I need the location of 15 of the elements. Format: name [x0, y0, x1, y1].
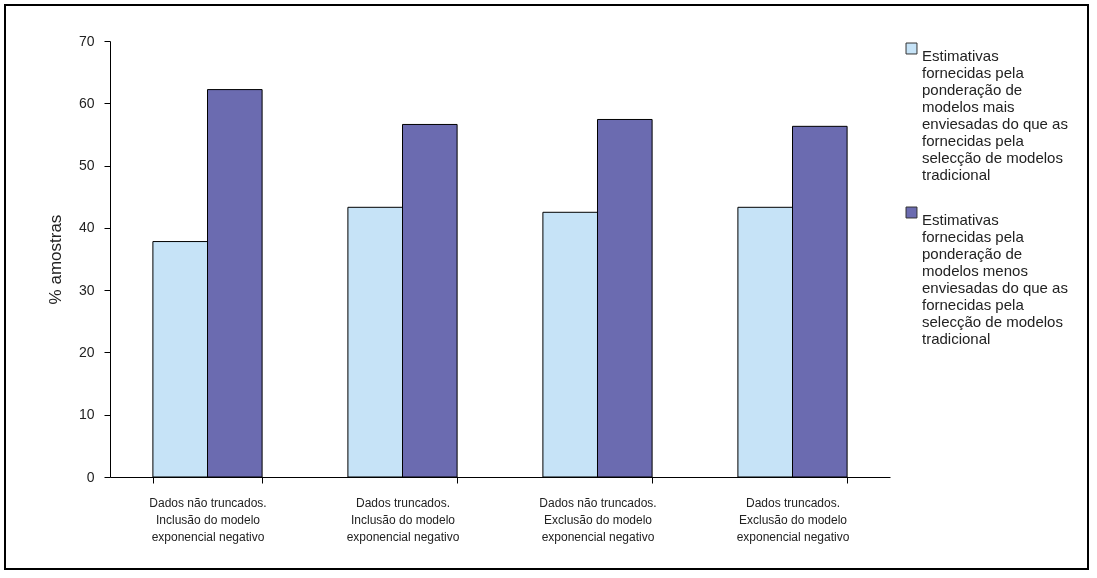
y-tick-label: 40 [78, 219, 95, 236]
y-tick-label: 60 [78, 94, 95, 111]
y-tick-label: 70 [78, 32, 95, 49]
y-tick-label: 0 [86, 468, 95, 485]
legend-label: Estimativas fornecidas pela ponderação de modelos menos enviesadas do que as fornecidas pela selecção de modelos tradicional [922, 210, 1068, 347]
y-tick-label: 10 [78, 406, 95, 423]
y-tick-label: 30 [78, 281, 95, 298]
x-tick-label: Dados truncados. Exclusão do modelo exponencial negativo [736, 495, 850, 544]
x-tick-label: Dados não truncados. Inclusão do modelo exponencial negativo [149, 495, 267, 544]
y-axis-title: % amostras [45, 214, 65, 305]
x-tick-label: Dados não truncados. Exclusão do modelo exponencial negativo [539, 495, 657, 544]
x-tick-label: Dados truncados. Inclusão do modelo exponencial negativo [346, 495, 460, 544]
legend-label: Estimativas fornecidas pela ponderação de modelos mais enviesadas do que as fornecidas pela selecção de modelos tradicional [922, 46, 1068, 183]
y-tick-label: 50 [78, 157, 95, 174]
y-tick-label: 20 [78, 343, 95, 360]
